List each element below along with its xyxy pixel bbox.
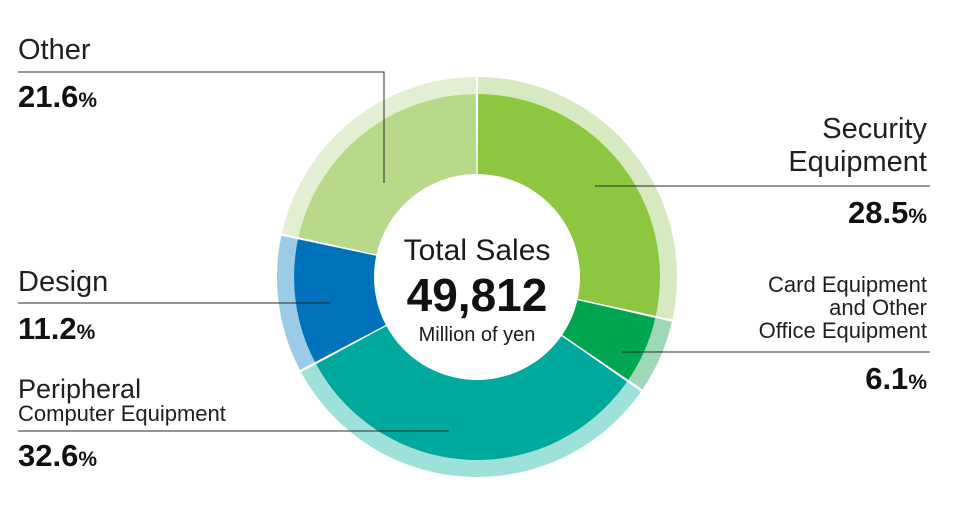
other-slice (298, 94, 477, 255)
card-equipment-outer-ring (628, 318, 672, 390)
percent-unit: % (78, 448, 98, 471)
total-sales-label: Total Sales (403, 234, 551, 267)
label-line: Card Equipment (768, 272, 927, 297)
design-label: Design (18, 268, 108, 297)
label-line: Equipment (788, 146, 927, 178)
percent-unit: % (908, 371, 927, 394)
other-outer-ring (281, 77, 476, 238)
percent-unit: % (908, 205, 927, 228)
percent-value: 6.1 (865, 361, 909, 396)
percent-value: 21.6 (18, 79, 79, 114)
card-equipment-percent: 6.1% (865, 363, 927, 394)
card-equipment-label: Card Equipment and Other Office Equipmen… (759, 273, 927, 342)
label-line: Computer Equipment (18, 401, 226, 426)
slices-group (277, 77, 678, 477)
design-percent: 11.2% (18, 313, 95, 344)
other-percent: 21.6% (18, 81, 97, 112)
security-equipment-slice (477, 94, 660, 316)
percent-value: 32.6 (18, 438, 79, 473)
percent-unit: % (78, 89, 98, 112)
leader-lines-group (18, 71, 930, 432)
other-label: Other (18, 36, 91, 65)
total-sales-unit: Million of yen (418, 324, 536, 346)
percent-value: 28.5 (847, 195, 909, 230)
security-equipment-label: Security Equipment (788, 113, 927, 179)
peripheral-computer-equipment-outer-ring (301, 364, 642, 477)
label-line: Office Equipment (758, 318, 927, 343)
card-equipment-slice (562, 300, 656, 380)
label-line: Other (18, 34, 91, 66)
label-line: Design (18, 266, 109, 298)
label-line: and Other (829, 295, 927, 320)
peripheral-label: Peripheral Computer Equipment (18, 376, 226, 425)
other-leader (18, 71, 385, 183)
design-outer-ring (277, 235, 316, 371)
security-equipment-percent: 28.5% (848, 197, 927, 228)
peripheral-percent: 32.6% (18, 440, 97, 471)
peripheral-computer-equipment-slice (316, 326, 628, 460)
percent-value: 11.2 (18, 311, 77, 346)
design-slice (294, 239, 386, 363)
label-line: Peripheral (18, 374, 142, 404)
label-line: Security (822, 113, 927, 145)
percent-unit: % (76, 321, 96, 344)
total-sales-value: 49,812 (406, 269, 548, 321)
total-sales-block: Total Sales 49,812 Million of yen (377, 234, 577, 346)
